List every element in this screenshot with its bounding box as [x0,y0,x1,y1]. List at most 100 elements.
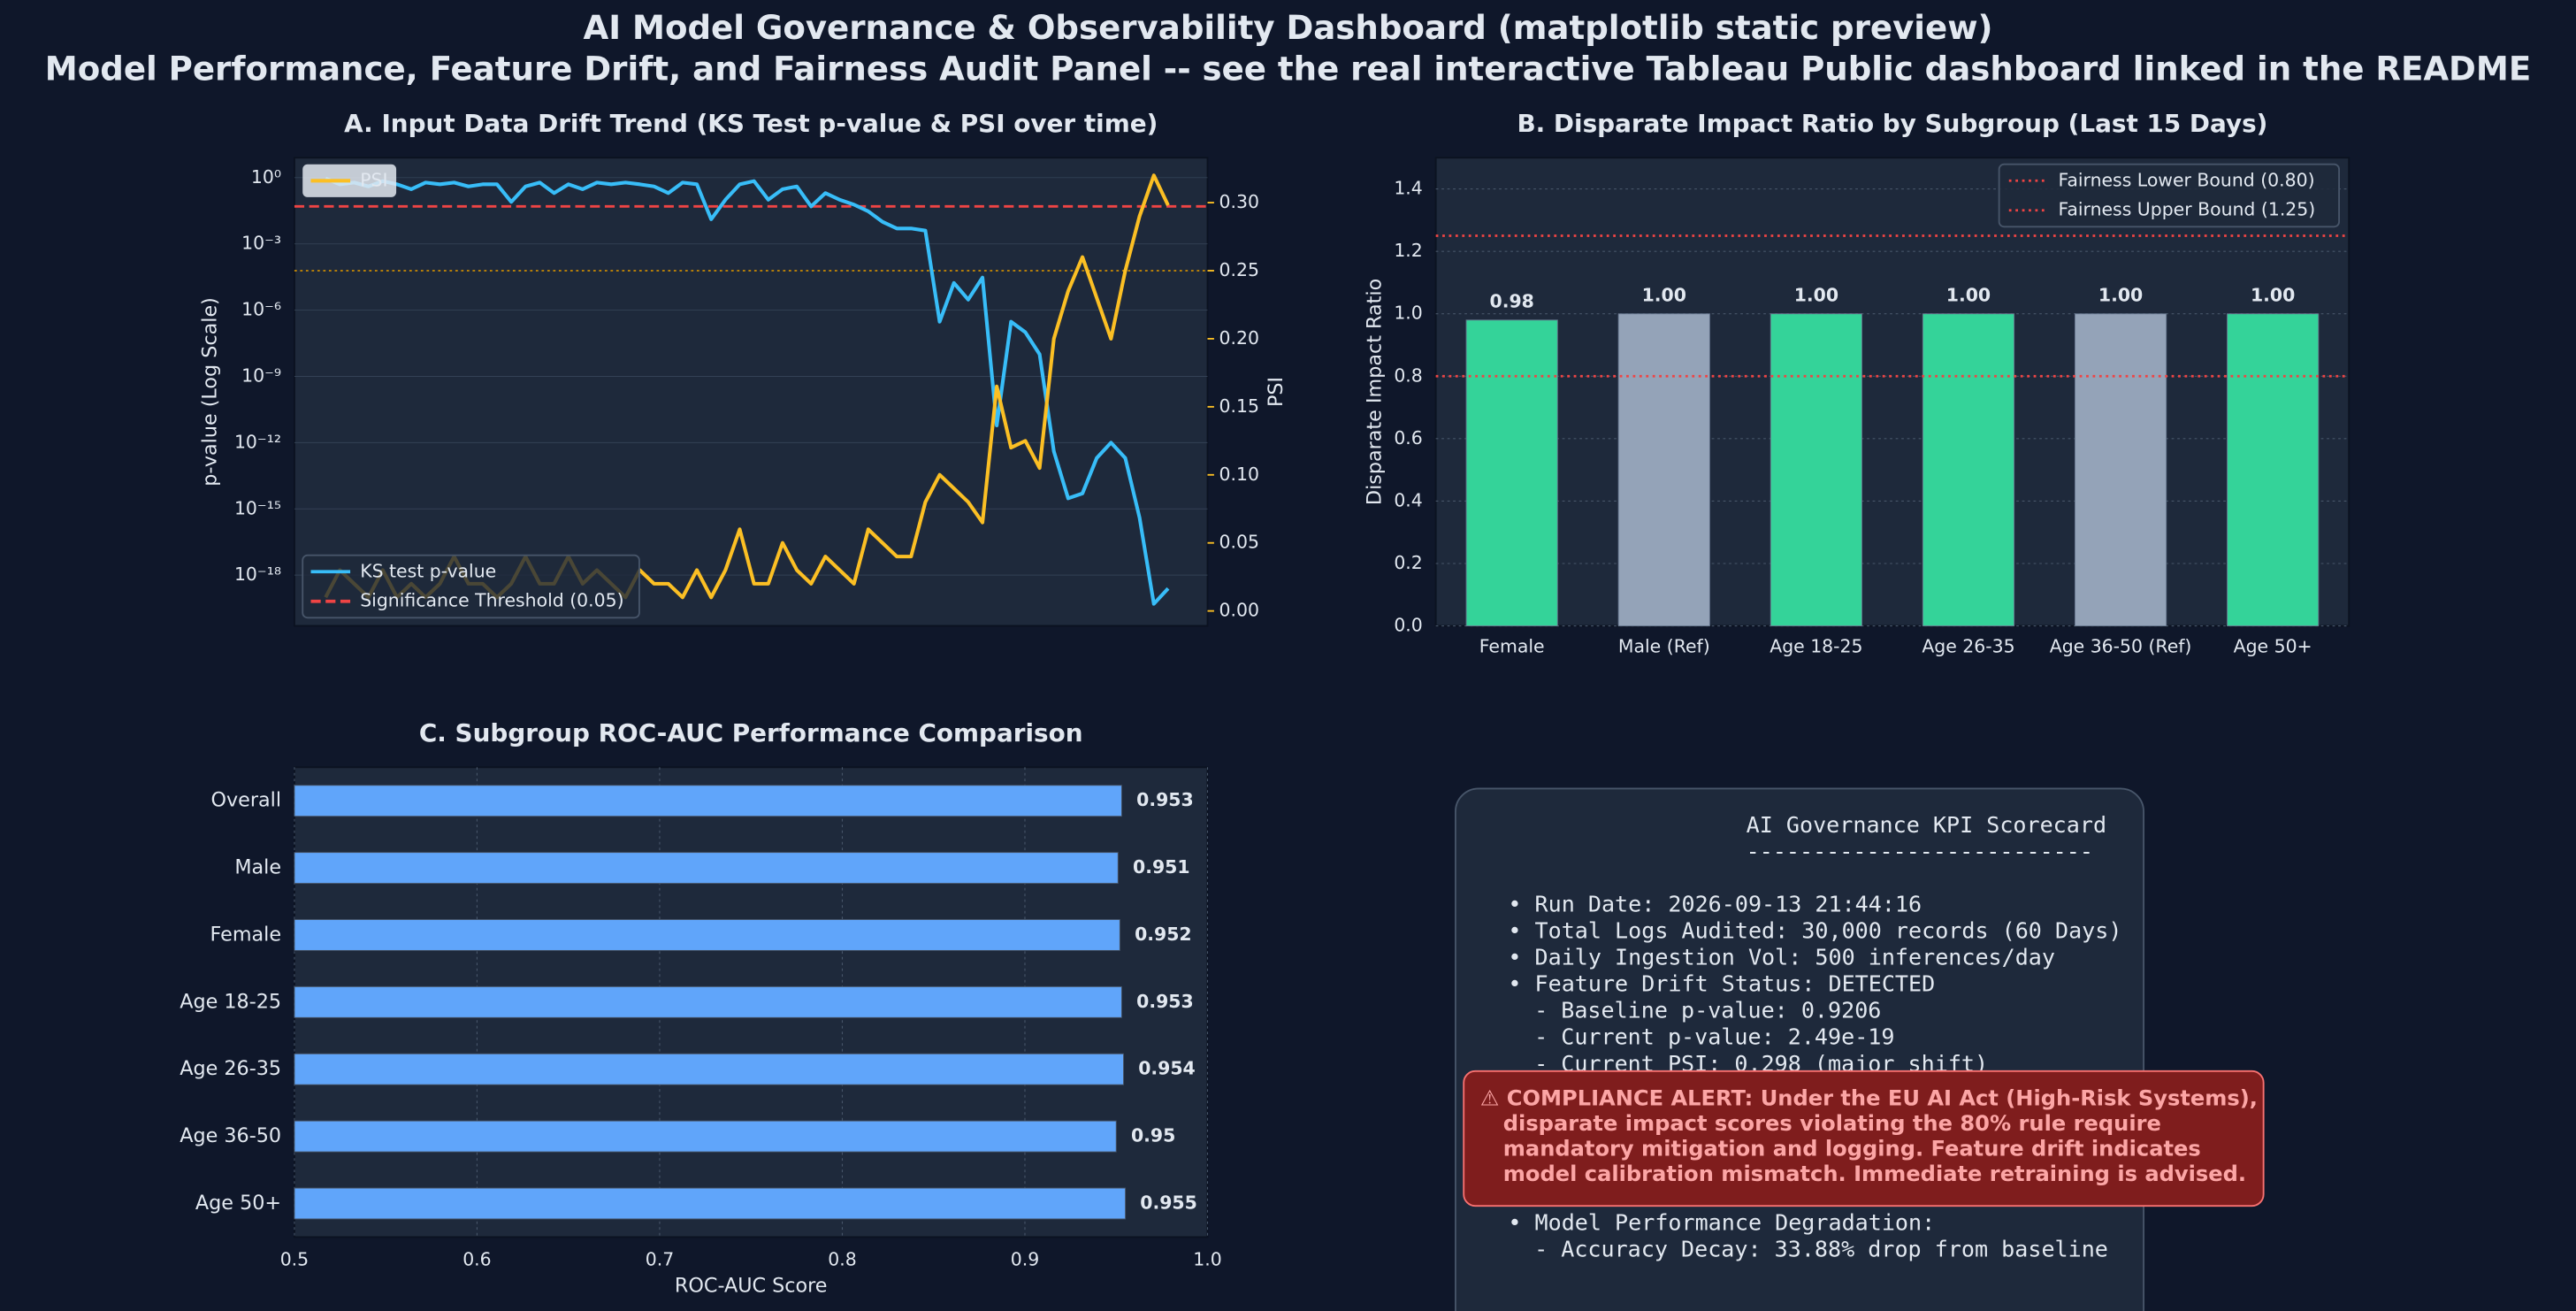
x-tick-label: Age 50+ [2234,636,2312,657]
value-label: 0.95 [1131,1125,1175,1146]
y2-tick-label: 0.05 [1219,532,1259,553]
scorecard-line: • Run Date: 2026-09-13 21:44:16 [1508,891,1922,916]
y2-tick-label: 0.25 [1219,259,1259,280]
value-label: 0.952 [1135,924,1192,945]
x-tick-label: 0.9 [1011,1248,1039,1269]
y-tick-label: 1.4 [1394,178,1422,199]
value-label: 0.953 [1136,991,1194,1012]
y-tick-label: 10⁻⁹ [241,364,281,386]
value-label: 1.00 [1946,284,1991,305]
y-tick-label: Age 26-35 [180,1057,281,1080]
alert-box [1463,1070,2265,1208]
legend-label: Fairness Lower Bound (0.80) [2059,169,2315,190]
x-tick-label: 0.6 [462,1248,491,1269]
legend-label: KS test p-value [360,560,496,581]
y-tick-label: Age 18-25 [180,990,281,1013]
value-label: 0.953 [1136,789,1194,810]
bar [294,1120,1117,1153]
x-axis-label: ROC-AUC Score [675,1275,828,1298]
value-label: 0.98 [1490,290,1534,311]
y-tick-label: Female [210,923,282,946]
scorecard-line: • Daily Ingestion Vol: 500 inferences/da… [1508,944,2055,970]
bar [1770,313,1862,627]
y-tick-label: Age 36-50 [180,1124,281,1147]
x-tick-label: Age 18-25 [1770,636,1862,657]
y2-tick-label: 0.30 [1219,191,1259,212]
bar [1465,319,1558,627]
legend-label: PSI [360,169,387,190]
alert-line: mandatory mitigation and logging. Featur… [1503,1137,2201,1162]
bar [294,1053,1124,1085]
series-line [325,176,1170,606]
x-tick-label: Age 26-35 [1922,636,2014,657]
bar [2227,313,2320,627]
x-tick-label: 1.0 [1193,1248,1221,1269]
y-tick-label: 1.0 [1394,303,1422,324]
value-label: 0.951 [1133,856,1190,878]
legend-box [1998,163,2341,228]
x-tick-label: 0.8 [828,1248,856,1269]
y-tick-label: 0.0 [1394,615,1422,636]
y-tick-label: 10⁻¹⁵ [234,497,281,518]
chart-title: C. Subgroup ROC-AUC Performance Comparis… [419,718,1083,748]
y-tick-label: Male [234,856,281,879]
scorecard-title: AI Governance KPI Scorecard [1747,812,2106,838]
scorecard-line: - Accuracy Decay: 33.88% drop from basel… [1534,1237,2108,1262]
scorecard-line: • Model Performance Degradation: [1508,1210,1935,1236]
y-tick-label: Age 50+ [195,1192,281,1215]
value-label: 0.954 [1138,1058,1196,1079]
bar [294,1187,1127,1220]
alert-line: ⚠ COMPLIANCE ALERT: Under the EU AI Act … [1480,1085,2258,1110]
x-tick-label: Female [1479,636,1545,657]
y-tick-label: 1.2 [1394,240,1422,261]
subtitle: Model Performance, Feature Drift, and Fa… [45,50,2531,88]
value-label: 1.00 [1794,284,1838,305]
bar [294,919,1120,951]
scorecard-line: • Total Logs Audited: 30,000 records (60… [1508,917,2121,943]
bar [294,785,1122,817]
chart-title: B. Disparate Impact Ratio by Subgroup (L… [1517,109,2267,138]
y-tick-label: 0.4 [1394,489,1422,510]
y-tick-label: 10⁰ [251,166,281,188]
y2-tick-label: 0.10 [1219,464,1259,485]
y-tick-label: 0.8 [1394,364,1422,386]
y2-tick-label: 0.20 [1219,327,1259,349]
value-label: 1.00 [2098,284,2143,305]
value-label: 1.00 [2251,284,2295,305]
plot-area [1434,157,2351,627]
y-axis-label: Disparate Impact Ratio [1363,279,1386,505]
alert-line: disparate impact scores violating the 80… [1503,1111,2161,1136]
y2-tick-label: 0.15 [1219,395,1259,417]
scorecard-line: - Current p-value: 2.49e-19 [1534,1024,1894,1050]
y-tick-label: 10⁻¹⁸ [234,564,281,585]
bar [294,985,1122,1018]
x-tick-label: 0.5 [280,1248,309,1269]
y-tick-label: 10⁻⁶ [241,299,281,320]
y2-tick-label: 0.00 [1219,600,1259,621]
y-axis-label: p-value (Log Scale) [199,297,222,487]
y-tick-label: 0.6 [1394,427,1422,448]
alert-line: model calibration mismatch. Immediate re… [1503,1162,2246,1186]
title: AI Model Governance & Observability Dash… [584,9,1993,47]
bar [1617,313,1710,627]
y-tick-label: 0.2 [1394,552,1422,573]
bar [294,852,1119,885]
plot-area [293,157,1209,627]
x-tick-label: 0.7 [646,1248,674,1269]
chart-title: A. Input Data Drift Trend (KS Test p-val… [344,109,1158,138]
legend-label: Significance Threshold (0.05) [360,590,623,611]
y2-axis-label: PSI [1265,377,1288,407]
legend-label: Fairness Upper Bound (1.25) [2059,199,2316,220]
y-tick-label: 10⁻¹² [234,431,281,452]
scorecard-separator: -------------------------- [1747,839,2093,864]
value-label: 1.00 [1642,284,1686,305]
value-label: 0.955 [1140,1192,1197,1213]
bar [2074,313,2167,627]
y-tick-label: Overall [210,789,281,812]
x-tick-label: Age 36-50 (Ref) [2050,636,2192,657]
scorecard-line: - Baseline p-value: 0.9206 [1534,998,1881,1024]
legend-box [302,554,640,619]
bar [1922,313,2015,627]
y-tick-label: 10⁻³ [241,233,281,254]
